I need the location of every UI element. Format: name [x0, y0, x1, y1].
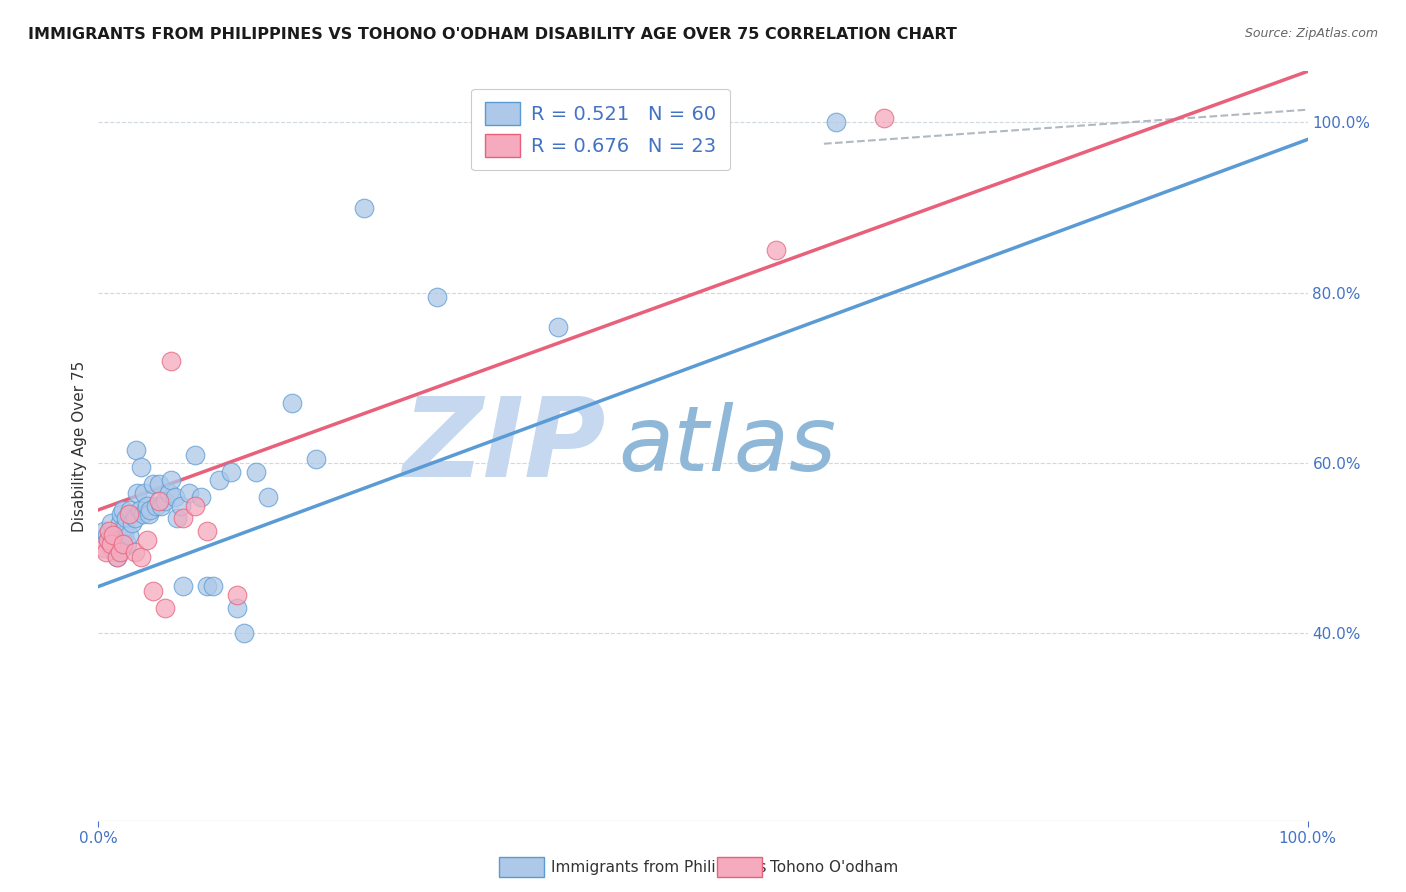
Text: Tohono O'odham: Tohono O'odham [770, 860, 898, 874]
Point [127, 485, 149, 500]
Point [172, 511, 194, 525]
Point [96, 528, 118, 542]
Point [100, 537, 122, 551]
Point [148, 477, 170, 491]
Point [142, 477, 165, 491]
Y-axis label: Disability Age Over 75: Disability Age Over 75 [72, 360, 87, 532]
Text: IMMIGRANTS FROM PHILIPPINES VS TOHONO O'ODHAM DISABILITY AGE OVER 75 CORRELATION: IMMIGRANTS FROM PHILIPPINES VS TOHONO O'… [28, 27, 957, 42]
Point [139, 503, 162, 517]
Point [169, 499, 191, 513]
Point [138, 507, 160, 521]
Point [108, 533, 131, 547]
Point [103, 545, 125, 559]
Point [112, 528, 135, 542]
Text: atlas: atlas [619, 402, 837, 490]
Point [135, 533, 157, 547]
Point [125, 443, 148, 458]
Point [765, 243, 787, 257]
Point [232, 626, 254, 640]
Point [118, 503, 141, 517]
Point [179, 485, 201, 500]
Point [132, 507, 155, 521]
Point [150, 499, 173, 513]
Point [547, 319, 569, 334]
Point [142, 583, 165, 598]
Point [101, 528, 124, 542]
Point [128, 503, 150, 517]
Point [129, 460, 152, 475]
Point [124, 545, 146, 559]
Point [221, 465, 243, 479]
Point [105, 549, 128, 564]
Point [114, 520, 136, 534]
Point [160, 354, 183, 368]
Point [105, 549, 128, 564]
Point [100, 541, 122, 556]
Point [108, 516, 131, 530]
Point [104, 533, 127, 547]
Point [100, 516, 122, 530]
Point [202, 580, 225, 594]
Point [353, 201, 375, 215]
Point [93, 524, 115, 538]
Point [110, 507, 132, 521]
Legend: R = 0.521   N = 60, R = 0.676   N = 23: R = 0.521 N = 60, R = 0.676 N = 23 [471, 88, 730, 170]
Point [281, 396, 304, 410]
Point [107, 524, 129, 538]
Point [97, 533, 120, 547]
Point [256, 490, 278, 504]
Point [190, 490, 212, 504]
Point [166, 511, 188, 525]
Point [172, 580, 194, 594]
Point [208, 473, 231, 487]
Point [825, 115, 848, 129]
Text: Immigrants from Philippines: Immigrants from Philippines [551, 860, 766, 874]
Point [94, 545, 117, 559]
Point [195, 580, 218, 594]
Point [118, 528, 141, 542]
Point [111, 537, 134, 551]
Point [121, 516, 143, 530]
Point [97, 533, 120, 547]
Point [184, 499, 207, 513]
Point [124, 511, 146, 525]
Point [226, 588, 249, 602]
Point [108, 545, 131, 559]
Point [160, 473, 183, 487]
Point [426, 290, 449, 304]
Point [118, 507, 141, 521]
Point [195, 524, 218, 538]
Point [111, 541, 134, 556]
Point [226, 600, 249, 615]
Point [153, 600, 176, 615]
Point [305, 451, 328, 466]
Point [157, 485, 180, 500]
Point [145, 499, 167, 513]
Point [111, 503, 134, 517]
Point [184, 448, 207, 462]
Point [873, 112, 896, 126]
Text: ZIP: ZIP [402, 392, 606, 500]
Point [134, 485, 156, 500]
Point [93, 541, 115, 556]
Point [153, 494, 176, 508]
Text: Source: ZipAtlas.com: Source: ZipAtlas.com [1244, 27, 1378, 40]
Point [117, 537, 139, 551]
Point [163, 490, 186, 504]
Point [135, 499, 157, 513]
Point [115, 511, 138, 525]
Point [129, 549, 152, 564]
Point [148, 494, 170, 508]
Point [98, 524, 121, 538]
Point [101, 537, 124, 551]
Point [245, 465, 267, 479]
